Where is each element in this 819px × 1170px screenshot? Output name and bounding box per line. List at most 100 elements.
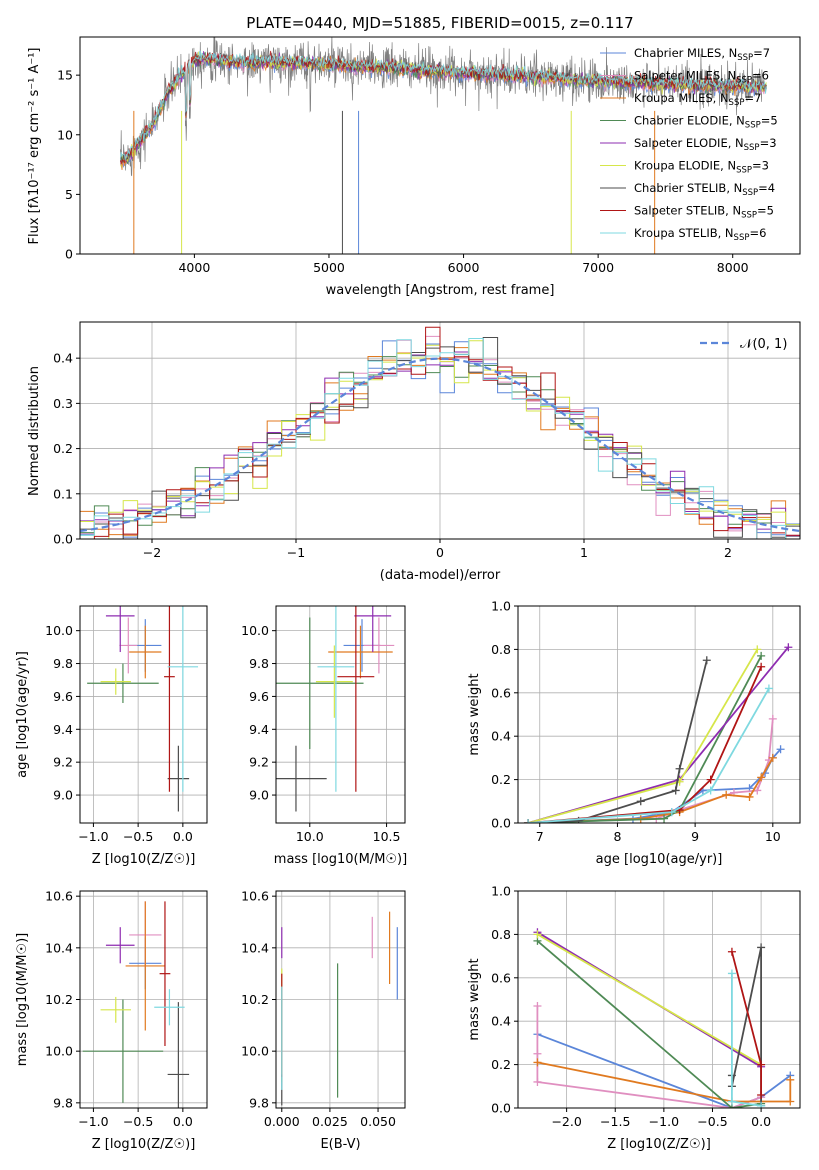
axes-frame (517, 890, 801, 1109)
weight-marker-chabrier-elodie (660, 814, 669, 823)
weight-marker-kroupa-miles (533, 1058, 542, 1067)
x-tick-label: −1.0 (649, 1114, 679, 1129)
x-tick-label: 4000 (178, 260, 210, 275)
legend-nssp-value: =7 (744, 91, 761, 105)
y-tick-label: 9.4 (53, 722, 73, 737)
y-tick-label: 0.0 (491, 816, 511, 831)
y-tick-label: 0.6 (491, 685, 511, 700)
legend-label-salpeter-elodie: Salpeter ELODIE, NSSP=3 (634, 136, 777, 153)
weight-marker-salpeter-stelib (757, 662, 766, 671)
weight-marker-chabrier-miles (776, 745, 785, 754)
y-tick-label: 0.2 (491, 1057, 511, 1072)
weight-marker-kroupa-stelib (757, 1101, 766, 1108)
x-tick-label: 7000 (582, 260, 614, 275)
legend-label-kroupa-elodie: Kroupa ELODIE, NSSP=3 (634, 159, 769, 176)
legend-label-chabrier-miles: Chabrier MILES, NSSP=7 (634, 46, 770, 63)
legend-subscript: SSP (729, 98, 745, 108)
legend-subscript: SSP (742, 188, 758, 198)
y-tick-label: 9.8 (249, 656, 269, 671)
legend-nssp-value: =6 (752, 69, 769, 83)
axes-frame (79, 36, 801, 255)
y-tick-label: 9.2 (249, 755, 269, 770)
y-tick-label: 9.0 (53, 788, 73, 803)
legend-nssp-value: =3 (752, 159, 769, 173)
plot-area (80, 326, 800, 539)
x-tick-label: 1 (580, 545, 588, 560)
y-tick-label: 10.0 (45, 623, 73, 638)
legend-nssp-value: =3 (760, 136, 777, 150)
y-tick-label: 0.8 (491, 927, 511, 942)
y-tick-label: 10.2 (241, 992, 269, 1007)
spectrum-data (120, 37, 767, 177)
weight-marker-chabrier-elodie (757, 651, 766, 660)
y-tick-label: 0.3 (53, 396, 73, 411)
legend-label-salpeter-miles: Salpeter MILES, NSSP=6 (634, 69, 769, 86)
weight-marker-kroupa-miles (786, 1097, 795, 1106)
axes-residuals: −2 −1 0 1 2 0.0 0.1 0.2 0.3 0.4 𝒩(0, 1) (data-model… (27, 321, 801, 583)
legend-nssp-value: =4 (758, 181, 775, 195)
y-tick-label: 10 (57, 127, 73, 142)
weight-marker-chabrier-stelib (675, 764, 684, 773)
histogram-salpeter-stelib (80, 326, 800, 539)
y-tick-label: 10.2 (45, 992, 73, 1007)
legend-subscript: SSP (737, 53, 753, 63)
y-tick-label: 9.8 (53, 1095, 73, 1110)
x-tick-label: 8 (613, 829, 621, 844)
histogram-chabrier-elodie (80, 355, 800, 539)
y-tick-label: 0.1 (53, 486, 73, 501)
plot-area (119, 37, 767, 254)
weight-line-kroupa-stelib (528, 688, 770, 823)
y-tick-label: 9.6 (249, 689, 269, 704)
legend-label-chabrier-stelib: Chabrier STELIB, NSSP=4 (634, 181, 775, 198)
legend-label-chabrier-elodie: Chabrier ELODIE, NSSP=5 (634, 114, 778, 131)
weight-marker-chabrier-stelib (671, 786, 680, 795)
y-tick-label: 10.0 (241, 1044, 269, 1059)
weight-marker-kroupa-miles (745, 792, 754, 801)
y-tick-label: 9.0 (249, 788, 269, 803)
y-tick-label: 10.4 (241, 940, 269, 955)
y-tick-label: 0.0 (53, 532, 73, 547)
age-vs-mass-xlabel: mass [log10(M/M☉)] (274, 852, 407, 867)
plot-area (524, 643, 793, 823)
x-tick-label: 0.025 (312, 1114, 348, 1129)
legend-subscript: SSP (744, 143, 760, 153)
weight-line-kroupa-elodie (536, 933, 762, 1066)
x-tick-label: −2 (143, 545, 161, 560)
legend-nssp-value: =6 (749, 226, 766, 240)
y-tick-label: 10.4 (45, 940, 73, 955)
x-tick-label: 0.0 (751, 1114, 771, 1129)
weight-marker-salpeter-elodie (784, 643, 793, 652)
x-tick-label: 2 (724, 545, 732, 560)
weight-vs-Z-ylabel: mass weight (467, 958, 482, 1040)
axes-age-vs-mass: 10.0 10.5 9.0 9.2 9.4 9.6 9.8 10.0 mass [log10(M… (241, 605, 407, 867)
x-tick-label: −1.0 (78, 829, 108, 844)
weight-marker-kroupa-miles (786, 1075, 795, 1084)
x-tick-label: −1 (287, 545, 305, 560)
y-tick-label: 0.2 (53, 441, 73, 456)
axes-spectrum: 4000 5000 6000 7000 8000 0 5 10 15 Chabrier MILES… (27, 36, 801, 298)
y-tick-label: 0.8 (491, 642, 511, 657)
x-tick-label: −0.5 (697, 1114, 727, 1129)
weight-marker-kroupa-miles (722, 790, 731, 799)
histogram-salpeter-elodie (80, 351, 800, 537)
weight-marker-chabrier-stelib (636, 797, 645, 806)
x-tick-label: −1.0 (78, 1114, 108, 1129)
normal-curve (80, 357, 800, 533)
weight-marker-salpeter-stelib (757, 1090, 766, 1099)
y-tick-label: 10.0 (241, 623, 269, 638)
mass-vs-Z-xlabel: Z [log10(Z/Z☉)] (92, 1137, 196, 1152)
weight-marker-salpeter-stelib (706, 775, 715, 784)
legend-nssp-value: =5 (761, 114, 778, 128)
weight-marker-kroupa-miles (757, 773, 766, 782)
x-tick-label: 0.0 (173, 829, 193, 844)
axes-mass-vs-Z: −1.0 −0.5 0.0 9.8 10.0 10.2 10.4 10.6 Z [log10(Z… (15, 889, 208, 1152)
plot-area (276, 606, 395, 812)
axes-frame (79, 605, 208, 824)
legend-label-salpeter-stelib: Salpeter STELIB, NSSP=5 (634, 204, 774, 221)
x-tick-label: −2.0 (551, 1114, 581, 1129)
spectrum-ylabel: Flux [fλ10⁻¹⁷ erg cm⁻² s⁻¹ A⁻¹] (27, 48, 42, 245)
y-tick-label: 9.8 (249, 1095, 269, 1110)
